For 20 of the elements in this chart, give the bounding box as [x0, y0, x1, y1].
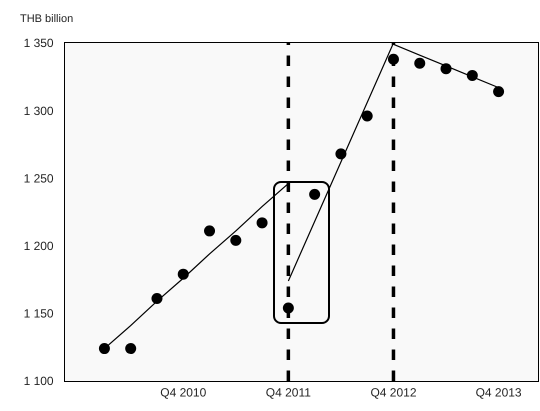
y-tick-label: 1 300	[24, 104, 54, 118]
x-tick-label: Q4 2012	[370, 385, 417, 400]
x-tick-label: Q4 2011	[266, 385, 312, 400]
y-tick-label: 1 250	[24, 171, 54, 186]
point	[204, 225, 216, 236]
y-tick-label: 1 350	[24, 36, 54, 50]
point	[362, 110, 373, 122]
point	[256, 217, 268, 228]
y-axis-title: THB billion	[20, 13, 74, 25]
point	[493, 86, 504, 98]
y-tick-label: 1 150	[24, 306, 54, 321]
point	[309, 188, 320, 200]
point	[230, 234, 242, 246]
y-tick-label: 1 200	[24, 239, 54, 253]
y-tick-label: 1 100	[24, 374, 54, 388]
point	[414, 58, 426, 69]
x-tick-label: Q4 2013	[476, 385, 522, 400]
point	[125, 343, 136, 354]
point	[98, 343, 110, 354]
x-tick-label: Q4 2010	[160, 385, 207, 400]
